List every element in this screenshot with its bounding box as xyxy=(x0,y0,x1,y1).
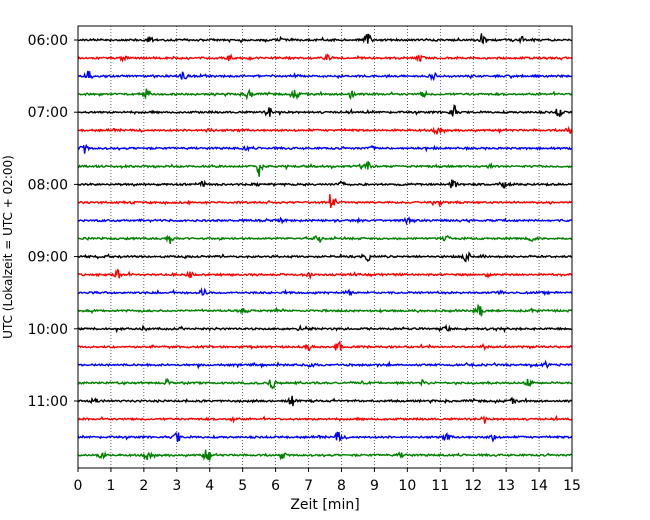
seismogram-trace xyxy=(77,216,573,226)
plot-frame xyxy=(77,25,573,469)
x-tick-label: 5 xyxy=(238,478,247,494)
y-tick-label: 10:00 xyxy=(28,322,68,338)
plot-area-background xyxy=(78,26,572,468)
seismogram-traces xyxy=(77,33,573,461)
seismogram-trace xyxy=(77,268,573,281)
x-tick-label: 10 xyxy=(398,478,416,494)
y-tick-label: 07:00 xyxy=(28,105,68,121)
seismogram-trace xyxy=(77,303,573,317)
seismogram-trace xyxy=(77,33,573,45)
x-tick-label: 12 xyxy=(464,478,482,494)
x-tick-label: 7 xyxy=(304,478,313,494)
seismogram-trace xyxy=(77,88,573,101)
seismogram-trace xyxy=(77,431,573,443)
seismogram-trace xyxy=(77,104,573,118)
seismogram-trace xyxy=(77,143,573,154)
x-tick-label: 9 xyxy=(370,478,379,494)
x-axis-ticks: 0 1 2 3 4 5 6 7 8 9 10 11 12 13 14 15 xyxy=(74,468,581,494)
y-tick-label: 08:00 xyxy=(28,177,68,193)
y-tick-label: 09:00 xyxy=(28,250,68,266)
y-tick-label: 06:00 xyxy=(28,33,68,49)
x-tick-label: 6 xyxy=(271,478,280,494)
y-axis-label: UTC (Lokalzeit = UTC + 02:00) xyxy=(1,155,15,339)
x-tick-label: 3 xyxy=(172,478,181,494)
seismogram-trace xyxy=(77,377,573,390)
seismogram-trace xyxy=(77,179,573,189)
seismogram-trace xyxy=(77,449,573,461)
x-axis-label: Zeit [min] xyxy=(290,497,359,513)
seismogram-trace xyxy=(77,395,573,407)
x-tick-label: 2 xyxy=(139,478,148,494)
seismogram-trace xyxy=(77,160,573,177)
x-tick-label: 11 xyxy=(431,478,449,494)
x-tick-label: 0 xyxy=(74,478,83,494)
y-axis-ticks: 06:00 07:00 08:00 09:00 10:00 11:00 xyxy=(28,33,78,410)
seismogram-trace xyxy=(77,323,573,334)
seismogram-trace xyxy=(77,53,573,63)
seismogram-trace xyxy=(77,234,573,244)
x-tick-label: 15 xyxy=(563,478,581,494)
seismogram-trace xyxy=(77,359,573,370)
x-tick-label: 4 xyxy=(205,478,214,494)
seismogram-trace xyxy=(77,125,573,135)
x-tick-label: 14 xyxy=(530,478,548,494)
seismogram-trace xyxy=(77,70,573,82)
seismogram-trace xyxy=(77,287,573,297)
y-tick-label: 11:00 xyxy=(28,394,68,410)
x-tick-label: 13 xyxy=(497,478,515,494)
x-tick-label: 1 xyxy=(106,478,115,494)
seismogram-trace xyxy=(77,414,573,424)
seismogram-trace xyxy=(77,340,573,352)
seismogram-trace xyxy=(77,251,573,263)
seismogram-trace xyxy=(77,194,573,209)
x-tick-label: 8 xyxy=(337,478,346,494)
